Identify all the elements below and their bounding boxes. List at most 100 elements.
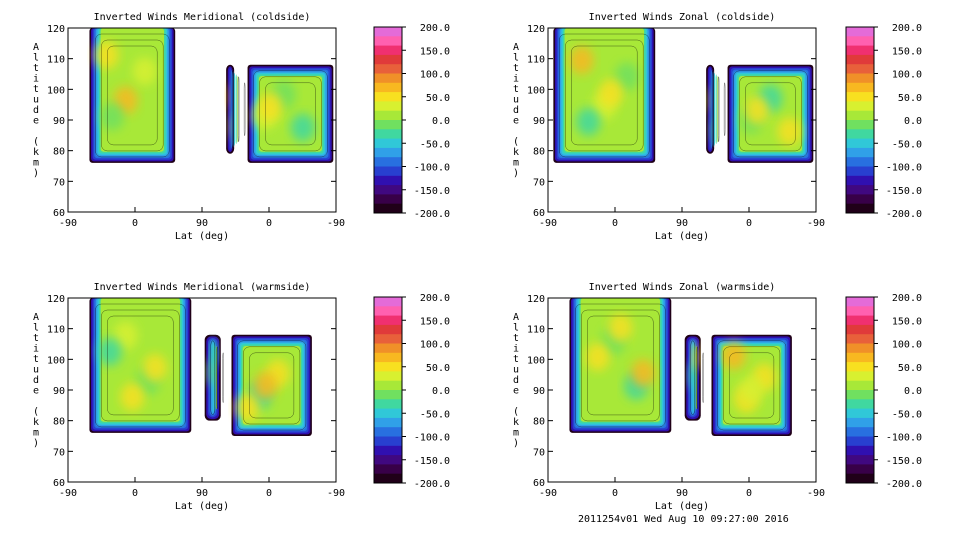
footer-timestamp: 2011254v01 Wed Aug 10 09:27:00 2016 [578,514,789,525]
contour-band [235,74,237,145]
chart-panel-4: Inverted Winds Zonal (warmside) 60 70 80 90 1… [513,282,922,512]
colorbar-tick-label: 0.0 [904,116,922,127]
contour-region [225,64,246,154]
colorbar: 200.0 150.0 100.0 50.0 0.0 -50.0 -100.0 -150.0 -… [845,293,922,490]
colorbar-swatch [374,203,402,214]
colorbar-swatch [846,138,874,149]
y-tick-label: 120 [527,24,545,35]
colorbar-swatch [374,380,402,391]
colorbar: 200.0 150.0 100.0 50.0 0.0 -50.0 -100.0 -150.0 -… [373,23,450,220]
colorbar-swatch [374,64,402,74]
colorbar-tick-label: 50.0 [426,363,450,374]
colorbar-swatch [374,427,402,437]
colorbar-swatch [374,473,402,484]
contour-line [559,33,650,158]
contour-blob [132,57,157,86]
colorbar-swatch [374,157,402,167]
contour-region [711,334,792,436]
colorbar-swatch [374,408,402,419]
x-tick-label: 0 [132,488,138,499]
contour-line [745,82,796,146]
colorbar-swatch [374,352,402,363]
colorbar-tick-label: -50.0 [892,409,922,420]
colorbar-tick-label: 0.0 [432,116,450,127]
colorbar-tick-label: 150.0 [420,46,450,57]
contour-blob [258,92,283,121]
colorbar-swatch [846,399,874,410]
y-tick-label: 60 [53,478,65,489]
x-tick-label: 0 [746,488,752,499]
y-tick-label: 80 [53,417,65,428]
colorbar-swatch [374,445,402,456]
contour-line [587,315,654,416]
contour-line [101,309,180,422]
contour-blob [210,339,218,368]
x-tick-label: -90 [327,488,345,499]
colorbar-swatch [846,73,874,84]
contour-band [714,72,716,146]
colorbar-swatch [846,92,874,102]
contour-blob [253,371,278,400]
colorbar-swatch [374,464,402,475]
contour-line [690,340,696,415]
chart-panel-3: Inverted Winds Meridional (warmside) 60 70… [33,282,450,512]
y-tick-label: 120 [527,294,545,305]
colorbar-swatch [846,166,874,177]
colorbar-swatch [846,445,874,456]
colorbar-tick-label: -50.0 [420,409,450,420]
contour-blob [569,46,594,75]
colorbar-swatch [374,362,402,372]
contour-line [265,82,316,146]
contour-blob [94,40,119,69]
colorbar-swatch [846,455,874,465]
colorbar-swatch [846,473,874,484]
contour-blob [614,62,639,91]
x-tick-label: 90 [196,488,208,499]
contour-line [243,82,246,136]
colorbar-tick-label: 150.0 [420,316,450,327]
contour-line [717,340,787,431]
contour-blob [235,393,260,422]
x-tick-label: 90 [676,488,688,499]
contour-region [89,298,192,433]
contour-blob [290,113,315,142]
y-tick-label: 100 [527,85,545,96]
contour-line [723,346,781,425]
y-tick-label: 100 [47,355,65,366]
colorbar-swatch [374,324,402,335]
contour-band [230,69,232,149]
contour-blob [100,102,125,131]
colorbar-tick-label: -150.0 [414,456,450,467]
contour-line [107,45,158,146]
contour-line [216,346,218,409]
colorbar-swatch [846,36,874,47]
contour-region [727,64,814,163]
y-tick-label: 110 [527,325,545,336]
colorbar-tick-label: 100.0 [420,70,450,81]
colorbar-swatch [374,175,402,186]
y-tick-label: 100 [527,355,545,366]
colorbar-swatch [374,166,402,177]
contour-line [702,352,704,403]
contour-line [231,70,234,148]
contour-blob [745,96,770,125]
colorbar-swatch [846,175,874,186]
x-tick-label: -90 [539,488,557,499]
colorbar: 200.0 150.0 100.0 50.0 0.0 -50.0 -100.0 -150.0 -… [373,293,450,490]
x-tick-label: 0 [612,218,618,229]
colorbar-swatch [846,101,874,112]
contour-blob [721,341,746,370]
colorbar-tick-label: -200.0 [886,479,922,490]
x-tick-label: 0 [612,488,618,499]
colorbar-swatch [374,110,402,121]
y-tick-label: 110 [47,55,65,66]
colorbar-swatch [374,73,402,84]
contour-blob [691,343,699,372]
colorbar-swatch [846,110,874,121]
contour-blob [120,382,145,411]
contour-blob [777,117,802,146]
colorbar-tick-label: 150.0 [892,316,922,327]
contour-blob [225,82,230,111]
